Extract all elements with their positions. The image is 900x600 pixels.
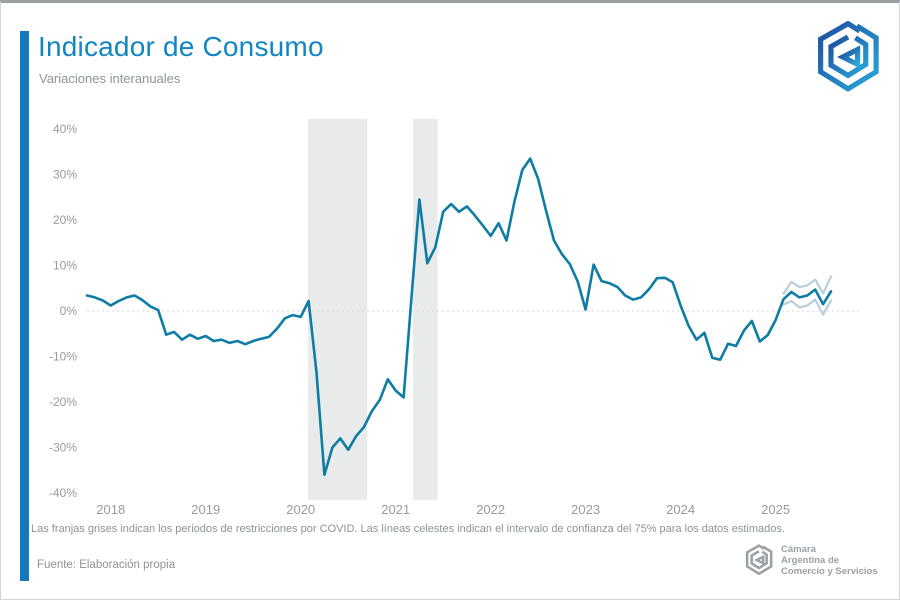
y-tick-label: -30% [49,441,77,455]
org-logo-icon [745,544,773,576]
y-tick-label: 20% [53,213,77,227]
y-tick-label: -10% [49,350,77,364]
x-tick-label: 2022 [476,502,505,517]
confidence-lower-line [782,298,833,316]
y-tick-label: 30% [53,168,77,182]
consumption-chart: 40% 30% 20% 10% 0% -10% -20% -30% -40% 2018 2019 20… [49,119,859,517]
x-tick-label: 2020 [286,502,315,517]
source-note: Fuente: Elaboración propia [37,559,176,571]
y-tick-label: 10% [53,259,77,273]
chart-footnote: Las franjas grises indican los periodos … [31,523,785,535]
main-series-line [85,157,833,477]
page-subtitle: Variaciones interanuales [39,71,181,86]
page-title: Indicador de Consumo [38,31,324,62]
covid-band [413,119,438,500]
x-tick-label: 2021 [381,502,410,517]
x-tick-label: 2018 [96,502,125,517]
org-name-line3: Comercio y Servicios [781,565,878,577]
accent-bar [20,31,29,581]
cac-logo-icon [818,20,879,92]
org-name-line1: Cámara [781,543,816,555]
confidence-upper-line [782,275,833,295]
x-tick-label: 2025 [761,502,790,517]
y-tick-label: 0% [60,304,78,318]
y-tick-label: -20% [49,395,77,409]
org-logo-block: Cámara Argentina de Comercio y Servicios [743,543,878,577]
org-name: Cámara Argentina de Comercio y Servicios [781,544,878,577]
y-tick-label: 40% [53,122,77,136]
y-tick-label: -40% [49,486,77,500]
x-tick-label: 2019 [191,502,220,517]
x-tick-label: 2024 [666,502,695,517]
org-name-line2: Argentina de [781,554,840,566]
x-tick-label: 2023 [571,502,600,517]
